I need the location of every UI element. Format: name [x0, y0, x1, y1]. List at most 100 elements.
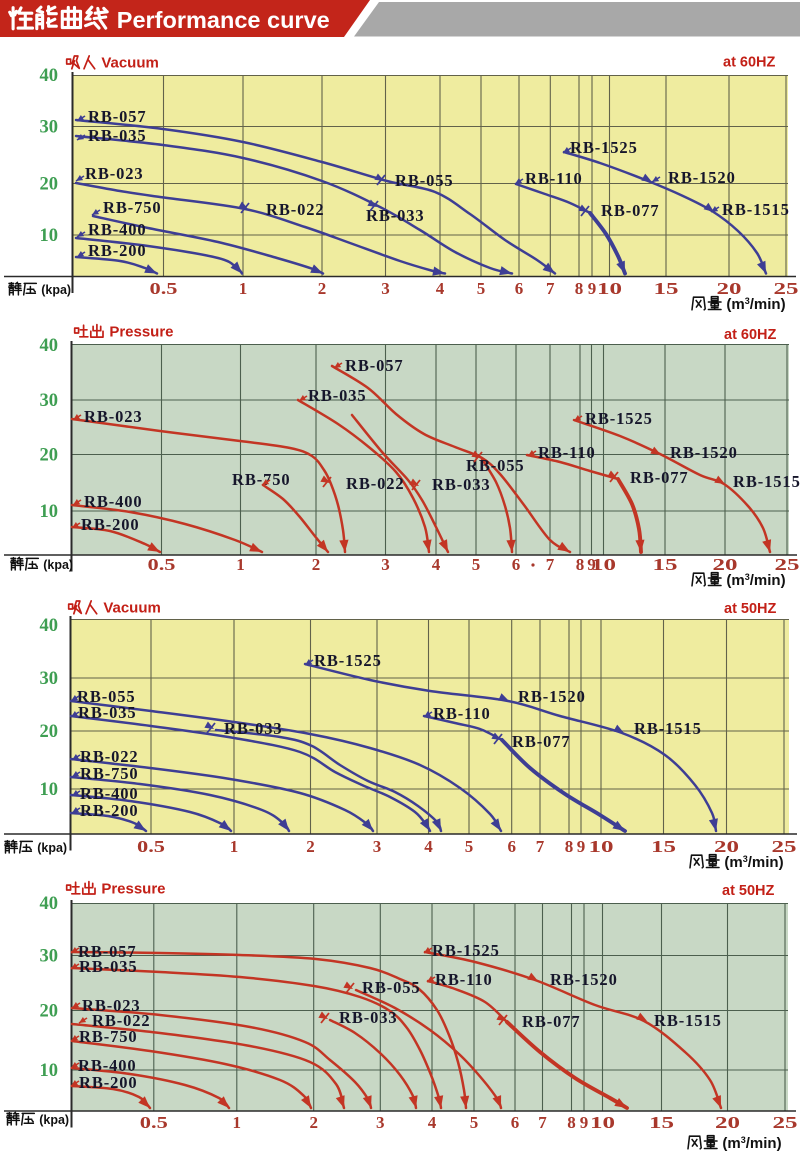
svg-text:RB-022: RB-022 [80, 747, 139, 766]
svg-text:25: 25 [774, 279, 799, 298]
svg-text:Pressure: Pressure [101, 881, 165, 898]
svg-text:RB-055: RB-055 [395, 171, 454, 190]
svg-text:RB-1520: RB-1520 [518, 687, 586, 706]
svg-text:RB-033: RB-033 [224, 719, 283, 738]
svg-text:RB-035: RB-035 [88, 126, 147, 145]
svg-text:2: 2 [318, 279, 327, 298]
svg-text:8: 8 [567, 1113, 576, 1132]
svg-text:10: 10 [40, 226, 59, 246]
svg-text:RB-057: RB-057 [345, 356, 404, 375]
svg-text:RB-035: RB-035 [308, 386, 367, 405]
svg-text:RB-750: RB-750 [232, 470, 291, 489]
svg-text:25: 25 [775, 555, 800, 574]
svg-text:7: 7 [536, 837, 545, 856]
svg-text:RB-1515: RB-1515 [654, 1011, 722, 1030]
svg-text:RB-200: RB-200 [80, 801, 139, 820]
svg-text:20: 20 [40, 722, 59, 742]
svg-text:Vacuum: Vacuum [103, 600, 161, 617]
svg-text:RB-750: RB-750 [103, 198, 162, 217]
svg-text:2: 2 [312, 555, 321, 574]
svg-text:RB-077: RB-077 [522, 1012, 581, 1031]
svg-text:(kpa): (kpa) [43, 558, 73, 572]
svg-text:RB-400: RB-400 [84, 492, 143, 511]
svg-text:RB-750: RB-750 [79, 1027, 138, 1046]
svg-text:(m3/min): (m3/min) [726, 296, 785, 313]
svg-text:(kpa): (kpa) [39, 1113, 69, 1127]
svg-text:RB-400: RB-400 [80, 784, 139, 803]
svg-text:30: 30 [40, 947, 59, 967]
svg-text:8: 8 [565, 837, 574, 856]
svg-text:RB-077: RB-077 [601, 201, 660, 220]
svg-text:(m3/min): (m3/min) [724, 854, 783, 871]
svg-text:8: 8 [576, 555, 585, 574]
svg-text:RB-1520: RB-1520 [668, 168, 736, 187]
svg-text:10: 10 [590, 1113, 615, 1132]
svg-text:1: 1 [233, 1113, 242, 1132]
svg-text:9: 9 [580, 1113, 589, 1132]
svg-text:20: 20 [713, 555, 738, 574]
svg-text:7: 7 [546, 555, 555, 574]
svg-text:4: 4 [428, 1113, 437, 1132]
svg-text:20: 20 [40, 446, 59, 466]
svg-text:6: 6 [512, 555, 521, 574]
svg-text:4: 4 [436, 279, 445, 298]
svg-text:RB-022: RB-022 [346, 474, 405, 493]
svg-text:RB-400: RB-400 [78, 1056, 137, 1075]
svg-text:RB-022: RB-022 [266, 200, 325, 219]
svg-text:40: 40 [40, 894, 59, 914]
svg-text:RB-023: RB-023 [84, 407, 143, 426]
svg-text:at 50HZ: at 50HZ [722, 883, 775, 899]
svg-text:at 50HZ: at 50HZ [724, 601, 777, 617]
svg-text:15: 15 [651, 837, 676, 856]
svg-text:RB-1515: RB-1515 [733, 472, 800, 491]
svg-text:9: 9 [577, 837, 586, 856]
svg-text:20: 20 [714, 837, 739, 856]
svg-text:RB-077: RB-077 [512, 732, 571, 751]
svg-text:RB-033: RB-033 [366, 206, 425, 225]
svg-text:RB-022: RB-022 [92, 1011, 151, 1030]
svg-text:3: 3 [381, 555, 390, 574]
svg-text:(m3/min): (m3/min) [726, 572, 785, 589]
svg-text:RB-200: RB-200 [88, 241, 147, 260]
svg-text:0.5: 0.5 [148, 555, 176, 574]
svg-text:20: 20 [717, 279, 742, 298]
svg-text:7: 7 [546, 279, 555, 298]
svg-text:RB-1520: RB-1520 [670, 443, 738, 462]
svg-text:RB-110: RB-110 [435, 970, 493, 989]
svg-text:1: 1 [236, 555, 245, 574]
svg-text:(kpa): (kpa) [41, 283, 71, 297]
svg-text:30: 30 [40, 118, 59, 138]
svg-text:RB-1515: RB-1515 [634, 719, 702, 738]
svg-text:2: 2 [309, 1113, 318, 1132]
svg-text:RB-1525: RB-1525 [314, 651, 382, 670]
svg-text:0.5: 0.5 [137, 837, 165, 856]
svg-text:3: 3 [381, 279, 390, 298]
svg-text:0.5: 0.5 [150, 279, 178, 298]
svg-text:(m3/min): (m3/min) [722, 1135, 781, 1152]
svg-text:25: 25 [773, 1113, 798, 1132]
svg-text:30: 30 [40, 391, 59, 411]
svg-text:RB-200: RB-200 [81, 515, 140, 534]
svg-text:4: 4 [424, 837, 433, 856]
svg-text:RB-1525: RB-1525 [570, 138, 638, 157]
svg-text:20: 20 [715, 1113, 740, 1132]
svg-text:RB-035: RB-035 [79, 957, 138, 976]
svg-text:RB-023: RB-023 [82, 996, 141, 1015]
svg-text:RB-400: RB-400 [88, 220, 147, 239]
svg-text:RB-057: RB-057 [88, 107, 147, 126]
svg-text:7: 7 [538, 1113, 547, 1132]
svg-text:9: 9 [588, 279, 597, 298]
svg-text:RB-055: RB-055 [77, 687, 136, 706]
svg-text:at 60HZ: at 60HZ [724, 327, 777, 343]
svg-text:5: 5 [477, 279, 486, 298]
svg-text:10: 10 [591, 555, 616, 574]
svg-text:10: 10 [40, 502, 59, 522]
svg-text:15: 15 [654, 279, 679, 298]
svg-text:40: 40 [40, 616, 59, 636]
svg-text:20: 20 [40, 175, 59, 195]
svg-text:RB-1525: RB-1525 [432, 941, 500, 960]
svg-text:30: 30 [40, 669, 59, 689]
svg-text:RB-200: RB-200 [79, 1073, 138, 1092]
svg-text:5: 5 [472, 555, 481, 574]
svg-text:Performance curve: Performance curve [117, 7, 330, 33]
